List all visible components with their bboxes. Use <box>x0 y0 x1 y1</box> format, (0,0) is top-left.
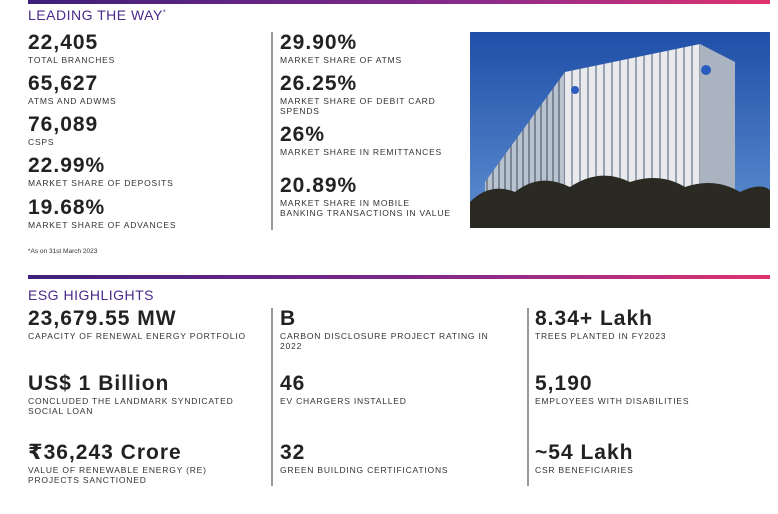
title-text: LEADING THE WAY <box>28 7 163 23</box>
stat-label: CSR BENEFICIARIES <box>535 465 634 475</box>
stat-label: MARKET SHARE OF DEPOSITS <box>28 178 174 188</box>
stat-value: 65,627 <box>28 72 99 95</box>
gradient-bar <box>28 0 770 4</box>
stat-label: TOTAL BRANCHES <box>28 55 116 65</box>
stat-label: EV CHARGERS INSTALLED <box>280 396 407 406</box>
footnote-marker: * <box>162 9 167 17</box>
stat-label: GREEN BUILDING CERTIFICATIONS <box>280 465 449 475</box>
stat: 26% MARKET SHARE IN REMITTANCES <box>280 123 455 158</box>
stat: 22,405 TOTAL BRANCHES <box>28 31 258 66</box>
stat-label: CARBON DISCLOSURE PROJECT RATING IN 2022 <box>280 331 489 351</box>
divider <box>527 308 529 486</box>
stat: 19.68% MARKET SHARE OF ADVANCES <box>28 196 258 231</box>
stat-value: US$ 1 Billion <box>28 372 170 395</box>
stat: 8.34+ Lakh TREES PLANTED IN FY2023 <box>535 307 760 342</box>
stat-value: 29.90% <box>280 31 358 54</box>
stat-value: 23,679.55 MW <box>28 307 177 330</box>
divider <box>271 308 273 486</box>
stat-value: 8.34+ Lakh <box>535 307 653 330</box>
stat-value: 76,089 <box>28 113 99 136</box>
stat-value: 5,190 <box>535 372 593 395</box>
stat: 32 GREEN BUILDING CERTIFICATIONS <box>280 441 500 476</box>
stat: US$ 1 Billion CONCLUDED THE LANDMARK SYND… <box>28 372 253 417</box>
stat: 22.99% MARKET SHARE OF DEPOSITS <box>28 154 258 189</box>
section-title: ESG HIGHLIGHTS <box>28 287 155 303</box>
stat-value: 20.89% <box>280 174 358 197</box>
section-title: LEADING THE WAY* <box>28 7 166 23</box>
stat-value: B <box>280 307 297 330</box>
stat-value: 22.99% <box>28 154 106 177</box>
stat-label: CSPs <box>28 137 55 147</box>
stat-value: ₹36,243 Crore <box>28 441 182 464</box>
stat-label: TREES PLANTED IN FY2023 <box>535 331 667 341</box>
stat-value: 22,405 <box>28 31 99 54</box>
stat-label: ATMs AND ADWMs <box>28 96 117 106</box>
stat: 65,627 ATMs AND ADWMs <box>28 72 258 107</box>
stat: 26.25% MARKET SHARE OF DEBIT CARD SPENDS <box>280 72 455 117</box>
stat-label: EMPLOYEES WITH DISABILITIES <box>535 396 690 406</box>
stat: B CARBON DISCLOSURE PROJECT RATING IN 202… <box>280 307 500 352</box>
stat-label: CAPACITY OF RENEWAL ENERGY PORTFOLIO <box>28 331 246 341</box>
stat-value: 46 <box>280 372 306 395</box>
stat: ~54 Lakh CSR BENEFICIARIES <box>535 441 760 476</box>
stat-value: 19.68% <box>28 196 106 219</box>
stat-label: MARKET SHARE OF ATMs <box>280 55 402 65</box>
building-photo <box>470 32 770 228</box>
stat: 76,089 CSPs <box>28 113 258 148</box>
stat-value: 26.25% <box>280 72 358 95</box>
stat-value: 32 <box>280 441 306 464</box>
stat: ₹36,243 Crore VALUE OF RENEWABLE ENERGY (… <box>28 441 253 486</box>
stat: 5,190 EMPLOYEES WITH DISABILITIES <box>535 372 760 407</box>
stat-label: CONCLUDED THE LANDMARK SYNDICATED SOCIAL… <box>28 396 234 416</box>
divider <box>271 32 273 230</box>
gradient-bar <box>28 275 770 279</box>
stat: 46 EV CHARGERS INSTALLED <box>280 372 500 407</box>
stat-label: MARKET SHARE IN REMITTANCES <box>280 147 443 157</box>
stat: 20.89% MARKET SHARE IN MOBILE BANKING TRA… <box>280 174 455 219</box>
stat-value: ~54 Lakh <box>535 441 634 464</box>
stat-value: 26% <box>280 123 326 146</box>
stat: 23,679.55 MW CAPACITY OF RENEWAL ENERGY P… <box>28 307 253 342</box>
stat-label: MARKET SHARE OF DEBIT CARD SPENDS <box>280 96 436 116</box>
stat-label: MARKET SHARE OF ADVANCES <box>28 220 177 230</box>
footnote: *As on 31st March 2023 <box>28 248 98 255</box>
stat: 29.90% MARKET SHARE OF ATMs <box>280 31 455 66</box>
stat-label: MARKET SHARE IN MOBILE BANKING TRANSACTI… <box>280 198 451 218</box>
stat-label: VALUE OF RENEWABLE ENERGY (RE) PROJECTS … <box>28 465 207 485</box>
